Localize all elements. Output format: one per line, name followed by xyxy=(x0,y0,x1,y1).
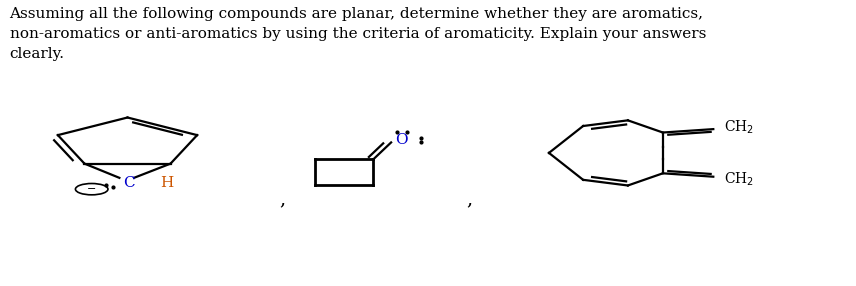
Text: H: H xyxy=(160,176,173,190)
Text: C: C xyxy=(123,176,135,190)
Text: CH$_2$: CH$_2$ xyxy=(724,170,754,188)
Text: O: O xyxy=(395,133,408,147)
Text: CH$_2$: CH$_2$ xyxy=(724,118,754,136)
Text: ,: , xyxy=(467,191,473,209)
Text: ,: , xyxy=(279,191,285,209)
Text: −: − xyxy=(87,184,97,194)
Text: Assuming all the following compounds are planar, determine whether they are arom: Assuming all the following compounds are… xyxy=(9,7,706,61)
